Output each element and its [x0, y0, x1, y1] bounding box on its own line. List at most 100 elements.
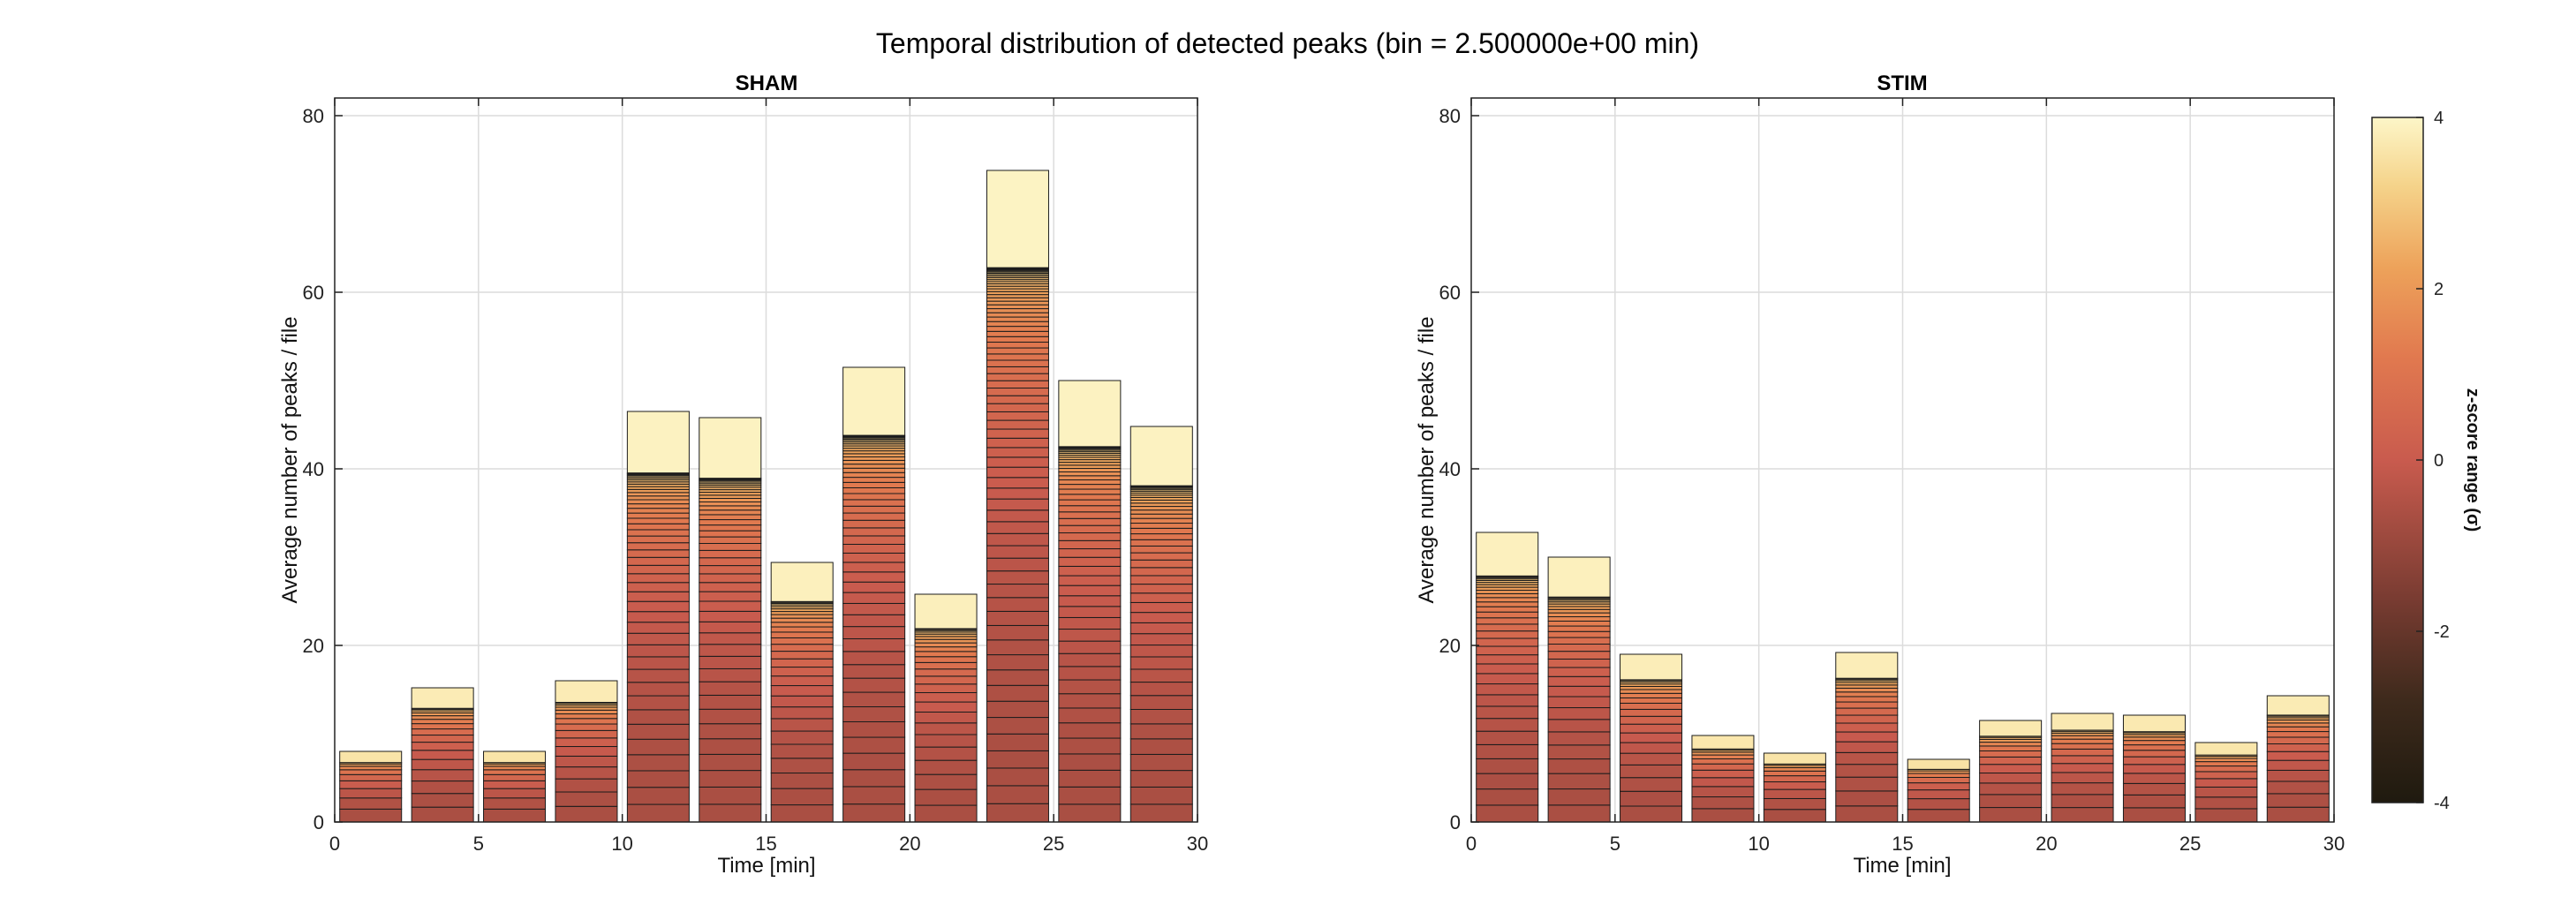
sham-bar-segment [339, 750, 403, 764]
sham-bar-segment [1129, 668, 1193, 683]
stim-bar-segment [1476, 623, 1539, 632]
stim-bar-segment [1547, 675, 1611, 687]
sham-bar-segment [986, 456, 1049, 468]
stim-bar-segment [2122, 782, 2186, 796]
sham-bar-segment [1129, 567, 1193, 577]
sham-bars [339, 170, 1193, 823]
sham-x-tick-label: 0 [329, 833, 340, 855]
stim-bar-segment [2195, 742, 2258, 756]
stim-bar-segment [2051, 748, 2114, 757]
stim-x-tick-label: 0 [1466, 833, 1477, 855]
sham-bar-segment [626, 529, 690, 537]
stim-bar-segment [2195, 765, 2258, 773]
sham-bar-segment [699, 694, 762, 710]
sham-bar-segment [986, 669, 1049, 686]
stim-bar-segment [1476, 718, 1539, 732]
sham-y-tick-label: 40 [303, 458, 324, 480]
stim-bar-segment [2051, 782, 2114, 796]
stim-bar-segment [1547, 696, 1611, 709]
sham-bar-segment [1129, 527, 1193, 535]
sham-x-tick-label: 20 [899, 833, 920, 855]
sham-bar-segment [986, 342, 1049, 349]
sham-bar [1129, 426, 1193, 823]
stim-bar-segment [1547, 658, 1611, 668]
sham-bar-segment [555, 805, 618, 823]
sham-bar-segment [986, 654, 1049, 671]
sham-bar-segment [339, 769, 403, 775]
stim-bar-segment [1835, 805, 1899, 823]
stim-bar-segment [1835, 707, 1899, 716]
sham-bar-segment [1058, 803, 1122, 823]
sham-bar-segment [483, 750, 547, 764]
stim-bar-segment [2051, 807, 2114, 823]
sham-bar-segment [626, 517, 690, 524]
sham-bar-segment [1058, 693, 1122, 709]
stim-bar-segment [1979, 756, 2043, 765]
sham-bar-segment [986, 300, 1049, 305]
sham-bar-segment [1058, 488, 1122, 495]
sham-bar-segment [1058, 539, 1122, 550]
sham-bar-segment [555, 766, 618, 780]
stim-bar-segment [1620, 715, 1683, 725]
sham-bar-segment [699, 557, 762, 567]
sham-bar-segment [986, 532, 1049, 547]
stim-bar-segment [2051, 713, 2114, 731]
stim-bar-segment [2266, 793, 2330, 808]
stim-bar-segment [1547, 612, 1611, 618]
sham-bar-segment [842, 499, 906, 507]
stim-bar-segment [1620, 805, 1683, 823]
sham-bar-segment [1129, 695, 1193, 710]
sham-bar-segment [1058, 737, 1122, 755]
sham-bar-segment [842, 453, 906, 457]
sham-bar-segment [411, 769, 474, 782]
sham-bar-segment [1058, 679, 1122, 695]
sham-bar-segment [986, 447, 1049, 458]
stim-bar-segment [1620, 742, 1683, 754]
colorbar-tick-label: 0 [2434, 451, 2444, 471]
sham-bar-segment [770, 675, 834, 687]
sham-bar-segment [842, 467, 906, 473]
sham-bar-segment [1058, 753, 1122, 771]
stim-bar-segment [1763, 752, 1826, 765]
stim-bar-segment [1476, 804, 1539, 823]
sham-bar-segment [770, 651, 834, 660]
sham-bar-segment [986, 466, 1049, 479]
sham-bar-segment [626, 754, 690, 772]
stim-y-tick-label: 40 [1439, 458, 1461, 480]
stim-bar-segment [1763, 770, 1826, 777]
sham-grid [335, 98, 1197, 822]
sham-bar-segment [411, 723, 474, 730]
stim-bar-segment [1835, 691, 1899, 698]
sham-bar-segment [483, 780, 547, 789]
stim-bar-segment [2266, 731, 2330, 738]
sham-bar-segment [986, 312, 1049, 318]
stim-bar-segment [1763, 766, 1826, 772]
sham-bar-segment [555, 706, 618, 711]
sham-bar-segment [1129, 584, 1193, 594]
sham-bar-segment [986, 428, 1049, 439]
stim-x-tick-label: 25 [2179, 833, 2201, 855]
sham-bar-segment [1129, 426, 1193, 486]
sham-bar-segment [626, 582, 690, 592]
sham-bar-segment [842, 786, 906, 805]
stim-bar-segment [2122, 750, 2186, 758]
sham-bar-segment [1129, 738, 1193, 755]
sham-bar-segment [555, 746, 618, 757]
sham-bar-segment [1058, 511, 1122, 519]
sham-bar-segment [626, 512, 690, 519]
stim-bar-segment [2122, 744, 2186, 751]
stim-bar-segment [1476, 592, 1539, 599]
sham-bar-segment [1129, 533, 1193, 540]
sham-bar-segment [770, 562, 834, 602]
sham-bar-segment [842, 459, 906, 465]
colorbar-tick-label: 4 [2434, 109, 2444, 128]
stim-bar-segment [1763, 809, 1826, 823]
sham-x-tick-label: 5 [473, 833, 484, 855]
stim-x-tick-label: 5 [1610, 833, 1620, 855]
sham-bar-segment [626, 549, 690, 558]
stim-bar-segment [1691, 735, 1755, 750]
stim-x-tick-label: 30 [2323, 833, 2345, 855]
sham-bar [411, 687, 474, 823]
sham-bar-segment [555, 718, 618, 725]
sham-bar-segment [986, 767, 1049, 787]
